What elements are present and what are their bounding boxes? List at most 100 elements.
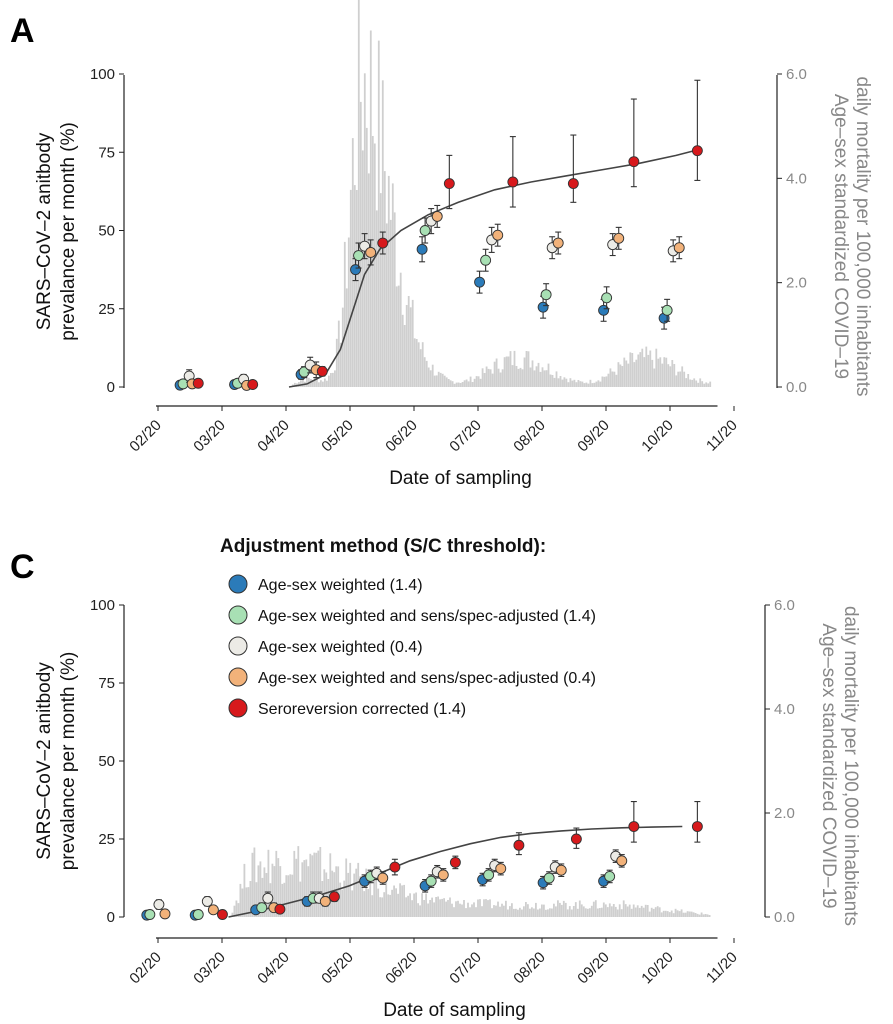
mortality-bar: [281, 883, 284, 917]
mortality-bar: [471, 904, 473, 917]
mortality-bar: [570, 909, 573, 917]
mortality-bar: [435, 375, 438, 387]
mortality-bar: [513, 908, 515, 917]
mortality-bar: [294, 382, 296, 387]
data-point: [144, 909, 156, 920]
y2-tick-label: 2.0: [786, 275, 807, 292]
mortality-bar: [501, 903, 503, 917]
mortality-bar: [385, 879, 388, 917]
mortality-bar: [634, 907, 637, 917]
mortality-bar: [445, 901, 447, 917]
mortality-bar: [704, 914, 707, 917]
mortality-bar: [529, 908, 531, 917]
mortality-bar: [515, 908, 517, 917]
mortality-bar: [646, 905, 649, 917]
mortality-bar: [337, 866, 340, 917]
mortality-bar: [495, 905, 497, 917]
mortality-bar: [291, 874, 294, 917]
data-point: [365, 246, 377, 258]
mortality-bar: [654, 907, 657, 917]
data-point: [419, 225, 431, 236]
mortality-bar: [423, 900, 425, 917]
mortality-bar: [471, 382, 474, 387]
mortality-bar: [481, 368, 484, 387]
y-tick-label: 0: [107, 909, 115, 926]
x-tick-label: 07/20: [446, 417, 485, 456]
mortality-bar: [625, 360, 628, 387]
mortality-bar: [335, 338, 338, 387]
mortality-bar: [604, 904, 607, 917]
mortality-bar: [662, 910, 665, 917]
mortality-bar: [495, 358, 498, 387]
mortality-bar: [533, 370, 536, 387]
mortality-bar: [652, 908, 655, 917]
mortality-histogram: [231, 846, 711, 917]
mortality-bar: [613, 371, 616, 387]
mortality-bar: [691, 379, 694, 387]
mortality-bar: [255, 882, 258, 917]
mortality-bar: [423, 357, 426, 387]
mortality-bar: [405, 305, 408, 387]
mortality-bar: [539, 908, 541, 917]
mortality-bar: [531, 360, 534, 387]
mortality-bar: [447, 379, 450, 387]
mortality-bar: [399, 883, 401, 917]
mortality-bar: [477, 899, 479, 917]
mortality-bar: [419, 349, 422, 387]
mortality-bar: [387, 894, 390, 917]
mortality-bar: [241, 888, 244, 917]
mortality-bar: [665, 357, 668, 387]
mortality-bar: [618, 904, 621, 917]
mortality-bar: [461, 382, 464, 387]
mortality-bar: [451, 381, 454, 387]
data-point: [628, 156, 640, 168]
panel-a-chart: 0 25 50 75 100 0.0 2.0 4.0 6.0 02/20 03/20 04/20 05/…: [34, 0, 873, 489]
mortality-bar: [597, 380, 600, 387]
mortality-bar: [547, 363, 550, 387]
mortality-bar: [639, 352, 642, 387]
legend-marker-asw04: [228, 636, 248, 656]
mortality-bar: [469, 376, 472, 387]
mortality-bar: [583, 383, 586, 387]
mortality-bar: [389, 219, 392, 387]
mortality-bar: [586, 908, 589, 917]
mortality-bar: [549, 374, 552, 387]
data-point: [474, 276, 486, 288]
data-point: [316, 365, 328, 377]
mortality-bar: [649, 350, 652, 387]
mortality-bar: [564, 902, 567, 917]
mortality-bar: [559, 902, 561, 917]
data-point: [377, 872, 389, 884]
mortality-bar: [393, 885, 395, 917]
mortality-bar: [347, 872, 350, 917]
data-point: [567, 178, 579, 190]
mortality-bar: [328, 375, 330, 387]
mortality-bar: [521, 369, 524, 387]
data-point: [480, 254, 492, 266]
mortality-bar: [703, 383, 706, 387]
mortality-bar: [689, 379, 692, 387]
mortality-bar: [345, 288, 348, 387]
mortality-bar: [650, 907, 653, 917]
mortality-bar: [337, 320, 340, 387]
mortality-bar: [559, 376, 562, 387]
mortality-bar: [560, 904, 563, 917]
mortality-bar: [465, 908, 467, 917]
mortality-bar: [357, 0, 360, 387]
mortality-bar: [561, 379, 564, 387]
mortality-bar: [622, 900, 625, 917]
mortality-bar: [539, 371, 542, 387]
mortality-bar: [702, 914, 705, 917]
mortality-bar: [451, 903, 453, 917]
mortality-bar: [667, 364, 670, 387]
mortality-bar: [407, 296, 410, 387]
mortality-bar: [531, 907, 533, 917]
mortality-bar: [433, 375, 436, 387]
mortality-bar: [679, 371, 682, 387]
series-asws04: [159, 854, 628, 920]
mortality-bar: [687, 374, 690, 387]
mortality-bar: [411, 900, 413, 917]
mortality-bar: [485, 366, 488, 387]
mortality-bar: [473, 902, 475, 917]
x-tick-label: 02/20: [126, 417, 165, 456]
